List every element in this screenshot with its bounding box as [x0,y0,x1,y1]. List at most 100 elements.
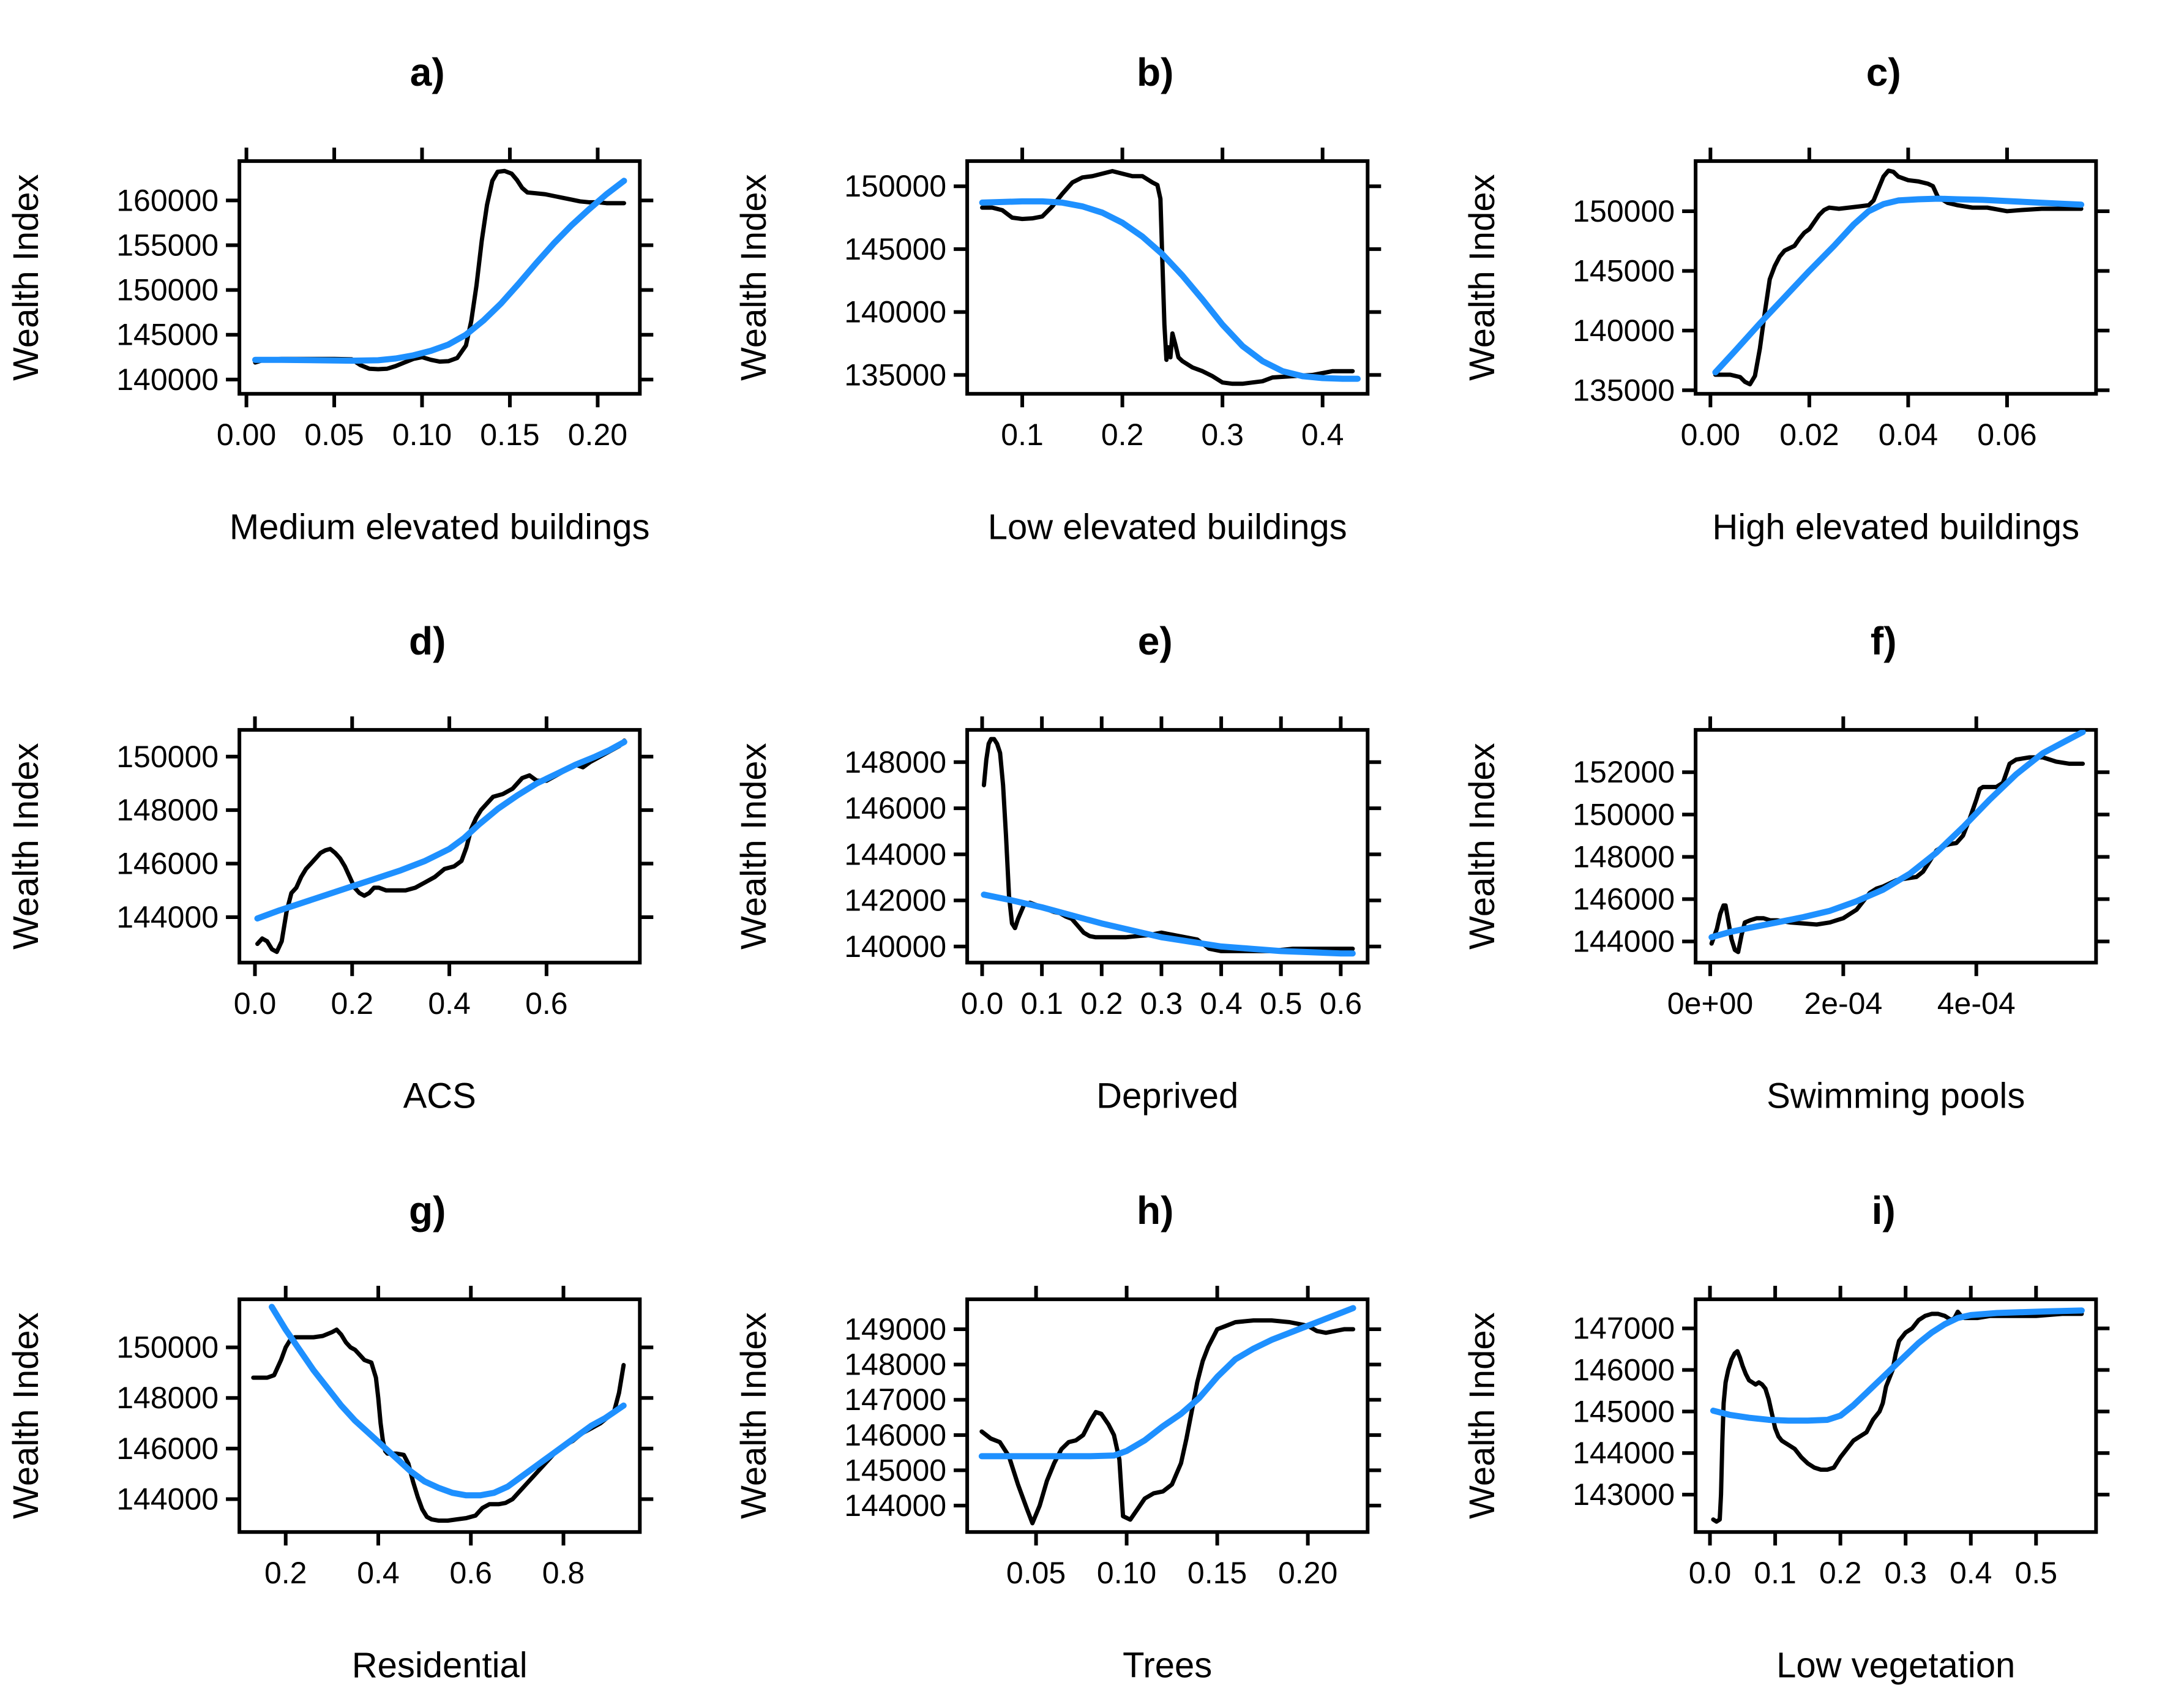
x-tick-label: 0.06 [1977,418,2036,452]
panel-g-chart: g) 0.2 0.4 0.6 0.8 144000 146000 148000 150000 We… [6,1188,654,1685]
y-tick-label: 144000 [845,838,947,872]
panel-i-chart: i) 0.0 0.1 0.2 0.3 0.4 0.5 143000 144000 145000 14… [1462,1188,2109,1685]
x-axis-title: Deprived [1096,1076,1238,1116]
x-tick-label: 0.00 [1680,418,1740,452]
panel-title: c) [1866,50,1901,94]
y-tick-label: 147000 [845,1382,947,1417]
x-tick-label: 0e+00 [1667,987,1752,1021]
x-tick-label: 0.4 [357,1556,400,1590]
x-tick-label: 0.00 [217,418,276,452]
x-tick-label: 0.0 [961,987,1004,1021]
panel-title: i) [1871,1188,1895,1232]
panel-title: a) [410,50,445,94]
x-tick-label: 0.4 [1200,987,1243,1021]
panel-h-chart: h) 0.05 0.10 0.15 0.20 1440001450001460001470… [734,1188,1382,1685]
x-tick-label: 0.3 [1884,1556,1927,1590]
curve-observed [980,169,1355,386]
y-tick-label: 135000 [1573,373,1675,407]
x-tick-label: 0.10 [392,418,452,452]
plot-box [237,159,642,396]
y-tick-label: 149000 [845,1312,947,1346]
x-tick-label: 0.20 [1278,1556,1337,1590]
y-tick-label: 135000 [845,358,947,392]
y-tick-label: 146000 [845,1417,947,1452]
y-axis-title: Wealth Index [734,174,774,380]
curve-smooth [254,739,627,922]
panel-title: e) [1138,619,1173,663]
panel-g: g) 0.2 0.4 0.6 0.8 144000 146000 148000 150000 We… [0,1138,728,1707]
y-axis-title: Wealth Index [1462,1312,1502,1518]
x-tick-label: 0.10 [1097,1556,1156,1590]
x-tick-label: 0.15 [1187,1556,1247,1590]
x-tick-label: 0.3 [1140,987,1183,1021]
y-tick-label: 148000 [845,1347,947,1381]
x-tick-label: 0.4 [428,987,471,1021]
x-tick-label: 0.2 [1101,418,1144,452]
y-tick-label: 150000 [116,273,219,307]
curve-observed [982,737,1355,954]
y-tick-label: 148000 [116,793,219,828]
y-tick-label: 144000 [116,900,219,934]
curve-smooth [1708,730,2086,941]
plot-box [1693,159,2098,396]
y-tick-label: 150000 [1573,798,1675,832]
y-tick-label: 145000 [845,232,947,266]
y-tick-label: 146000 [1573,1352,1675,1387]
x-tick-label: 0.02 [1779,418,1839,452]
y-axis-title: Wealth Index [6,1312,46,1518]
panel-e-chart: e) 0.0 0.1 0.2 0.3 0.4 0.5 0.6 140000 142000 14400… [734,619,1382,1116]
y-tick-label: 140000 [1573,313,1675,348]
y-tick-label: 150000 [116,1330,219,1364]
curve-observed [1713,168,2084,387]
x-tick-label: 0.6 [1320,987,1363,1021]
x-axis-title: Low vegetation [1776,1645,2015,1685]
x-tick-label: 0.05 [1006,1556,1066,1590]
y-tick-label: 146000 [1573,882,1675,917]
y-tick-label: 146000 [116,847,219,881]
panel-b: b) 0.1 0.2 0.3 0.4 135000 140000 145000 150000 We… [728,0,1456,569]
y-axis-title: Wealth Index [734,1312,774,1518]
curve-smooth [1710,1307,2085,1424]
curve-observed [255,738,627,955]
y-tick-label: 145000 [1573,1394,1675,1428]
plot-box [1693,1297,2098,1534]
y-axis-title: Wealth Index [6,174,46,380]
panel-c: c) 0.00 0.02 0.04 0.06 135000 140000 145000 1500… [1456,0,2184,569]
curve-smooth [252,178,627,364]
x-tick-label: 0.15 [480,418,539,452]
y-axis-title: Wealth Index [1462,174,1502,380]
panel-i: i) 0.0 0.1 0.2 0.3 0.4 0.5 143000 144000 145000 14… [1456,1138,2184,1707]
plot-box [237,1297,642,1534]
x-axis-title: Medium elevated buildings [230,507,650,547]
panel-title: b) [1137,50,1173,94]
x-tick-label: 0.1 [1021,987,1064,1021]
y-axis-title: Wealth Index [734,743,774,950]
y-tick-label: 142000 [845,884,947,918]
y-tick-label: 145000 [1573,253,1675,288]
x-tick-label: 0.6 [525,987,568,1021]
x-tick-label: 0.0 [1688,1556,1731,1590]
y-tick-label: 152000 [1573,756,1675,790]
panel-a: a) 0.00 0.05 0.10 0.15 0.20 140000 145000 150000… [0,0,728,569]
panel-c-chart: c) 0.00 0.02 0.04 0.06 135000 140000 145000 1500… [1462,50,2109,547]
x-tick-label: 0.1 [1754,1556,1797,1590]
y-tick-label: 144000 [1573,1436,1675,1470]
curve-smooth [981,891,1356,957]
plot-box [965,1297,1370,1534]
x-tick-label: 0.04 [1878,418,1937,452]
y-tick-label: 148000 [845,745,947,779]
y-tick-label: 148000 [116,1381,219,1415]
plot-box [237,728,642,965]
panel-d: d) 0.0 0.2 0.4 0.6 144000 146000 148000 150000 We… [0,569,728,1138]
x-tick-label: 0.4 [1301,418,1344,452]
y-tick-label: 146000 [845,791,947,825]
x-tick-label: 0.2 [264,1556,307,1590]
x-axis-title: Trees [1123,1645,1212,1685]
y-tick-label: 160000 [116,183,219,217]
panel-d-chart: d) 0.0 0.2 0.4 0.6 144000 146000 148000 150000 We… [6,619,654,1116]
y-tick-label: 144000 [116,1482,219,1516]
plot-box [1693,728,2098,965]
y-tick-label: 150000 [845,169,947,203]
plot-box [965,159,1370,396]
